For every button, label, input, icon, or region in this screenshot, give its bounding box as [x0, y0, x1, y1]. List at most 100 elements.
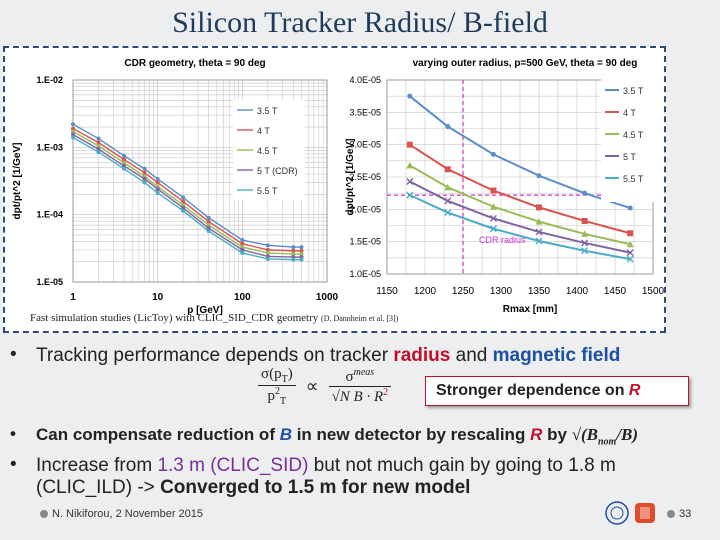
slide-title: Silicon Tracker Radius/ B-field	[172, 6, 548, 39]
chart1-point	[71, 135, 75, 140]
chart2-point	[627, 205, 633, 211]
chart2-xtick-label: 1500	[642, 286, 664, 297]
chart2-ytick-label: 3.0E-05	[349, 140, 381, 150]
chart1-point	[265, 243, 270, 248]
chart1-legend-label: 5 T (CDR)	[257, 166, 298, 176]
chart1-ytick-label: 1.E-03	[36, 142, 63, 152]
chart1-point	[71, 132, 75, 137]
chart1-legend-label: 4 T	[257, 126, 270, 136]
chart2-point	[582, 190, 588, 196]
chart2-ytick-label: 2.5E-05	[349, 172, 381, 182]
chart1-point	[71, 122, 75, 127]
chart2-series-line	[409, 180, 631, 254]
chart2-point	[536, 173, 542, 179]
chart1-point	[96, 143, 101, 148]
chart1-legend-label: 3.5 T	[257, 106, 278, 116]
chart2-series-line	[409, 95, 631, 209]
callout-stronger-dependence: Stronger dependence on R	[425, 376, 689, 406]
figure-caption: Fast simulation studies (LicToy) with CL…	[30, 312, 398, 324]
bullet-tracking-performance: • Tracking performance depends on tracke…	[10, 344, 621, 366]
chart2-xtick-label: 1400	[566, 286, 589, 297]
chart2-title: varying outer radius, p=500 GeV, theta =…	[413, 58, 638, 69]
chart2-point	[535, 218, 543, 225]
chart1-point	[121, 157, 126, 162]
chart1-point	[299, 257, 304, 262]
chart1-point	[71, 126, 75, 131]
chart2-point	[445, 124, 451, 130]
chart1-legend-label: 4.5 T	[257, 146, 278, 156]
chart2-point	[406, 141, 413, 148]
chart1-point	[206, 229, 211, 234]
chart1-point	[291, 245, 296, 250]
chart1-point	[240, 241, 245, 246]
chart1-point	[240, 250, 245, 255]
chart2-legend-label: 5.5 T	[623, 174, 644, 184]
chart1-ytick-label: 1.E-04	[36, 210, 63, 220]
chart2-annotation-cdr-radius: CDR radius	[479, 235, 526, 245]
chart2-point	[581, 247, 589, 255]
chart1-point	[121, 163, 126, 168]
chart1-xtick-label: 1000	[316, 292, 339, 303]
chart1-point	[96, 147, 101, 152]
chart1-point	[240, 247, 245, 252]
bullet-dot-icon: •	[10, 454, 17, 475]
footer-author: N. Nikiforou, 2 November 2015	[40, 508, 203, 520]
chart2-series-line	[409, 164, 631, 246]
chart1-point	[142, 176, 147, 181]
cern-clic-logo-icon	[605, 501, 655, 525]
chart2-point	[535, 228, 543, 236]
chart1-point	[265, 256, 270, 261]
bullet-dot-icon: •	[10, 344, 17, 365]
chart2-point	[489, 203, 497, 210]
chart1-point	[206, 223, 211, 228]
chart2-legend-label: 4.5 T	[623, 130, 644, 140]
chart2-ytick-label: 3.5E-05	[349, 107, 381, 117]
chart1-point	[206, 226, 211, 231]
chart2-point	[490, 151, 496, 157]
chart1-point	[265, 247, 270, 252]
chart2-point	[444, 197, 452, 205]
chart1-point	[96, 140, 101, 145]
chart1-legend-label: 5.5 T	[257, 186, 278, 196]
chart2-legend-bg	[601, 78, 657, 202]
bullet-dot-icon: •	[10, 424, 16, 443]
chart2-point	[489, 225, 497, 233]
chart2-point	[444, 183, 452, 191]
figure-frame: CDR geometry, theta = 90 deg 1.E-05 1.E-04…	[3, 46, 666, 333]
chart2-point	[406, 191, 414, 199]
chart1-point	[181, 205, 186, 210]
chart1-plot-area	[72, 79, 328, 283]
chart2-ytick-label: 1.0E-05	[349, 269, 381, 279]
chart1-point	[121, 153, 126, 158]
chart1-point	[181, 208, 186, 213]
chart2-xtick-label: 1450	[604, 286, 627, 297]
chart2-point	[489, 214, 497, 222]
footer-dot-icon	[40, 510, 48, 519]
chart2-xtick-label: 1250	[452, 286, 475, 297]
charts-canvas: CDR geometry, theta = 90 deg 1.E-05 1.E-04…	[12, 58, 664, 316]
chart1-point	[142, 166, 147, 171]
chart2-xtick-label: 1300	[490, 286, 513, 297]
page-number: 33	[667, 508, 691, 520]
chart2-legend-label: 5 T	[623, 152, 636, 162]
chart1-point	[265, 250, 270, 255]
chart1-point	[291, 257, 296, 262]
chart1-point	[142, 170, 147, 175]
chart1-point	[206, 219, 211, 224]
chart1-title: CDR geometry, theta = 90 deg	[124, 58, 265, 69]
chart2-series-line	[409, 194, 631, 261]
chart2-point	[536, 204, 542, 211]
chart2-point	[490, 187, 497, 194]
chart1-point	[71, 129, 75, 134]
bullet-compensate: • Can compensate reduction of B in new d…	[10, 424, 639, 448]
bullet-increase: • Increase from 1.3 m (CLIC_SID) but not…	[10, 454, 616, 498]
chart2-ytick-label: 4.0E-05	[349, 75, 381, 85]
chart2-xtick-label: 1350	[528, 286, 551, 297]
chart1-point	[142, 180, 147, 185]
chart2-point	[626, 255, 634, 263]
chart2-xtick-label: 1200	[414, 286, 437, 297]
chart2-point	[626, 249, 634, 257]
chart1-point	[155, 180, 160, 185]
chart1-point	[299, 252, 304, 257]
chart1-point	[155, 190, 160, 195]
